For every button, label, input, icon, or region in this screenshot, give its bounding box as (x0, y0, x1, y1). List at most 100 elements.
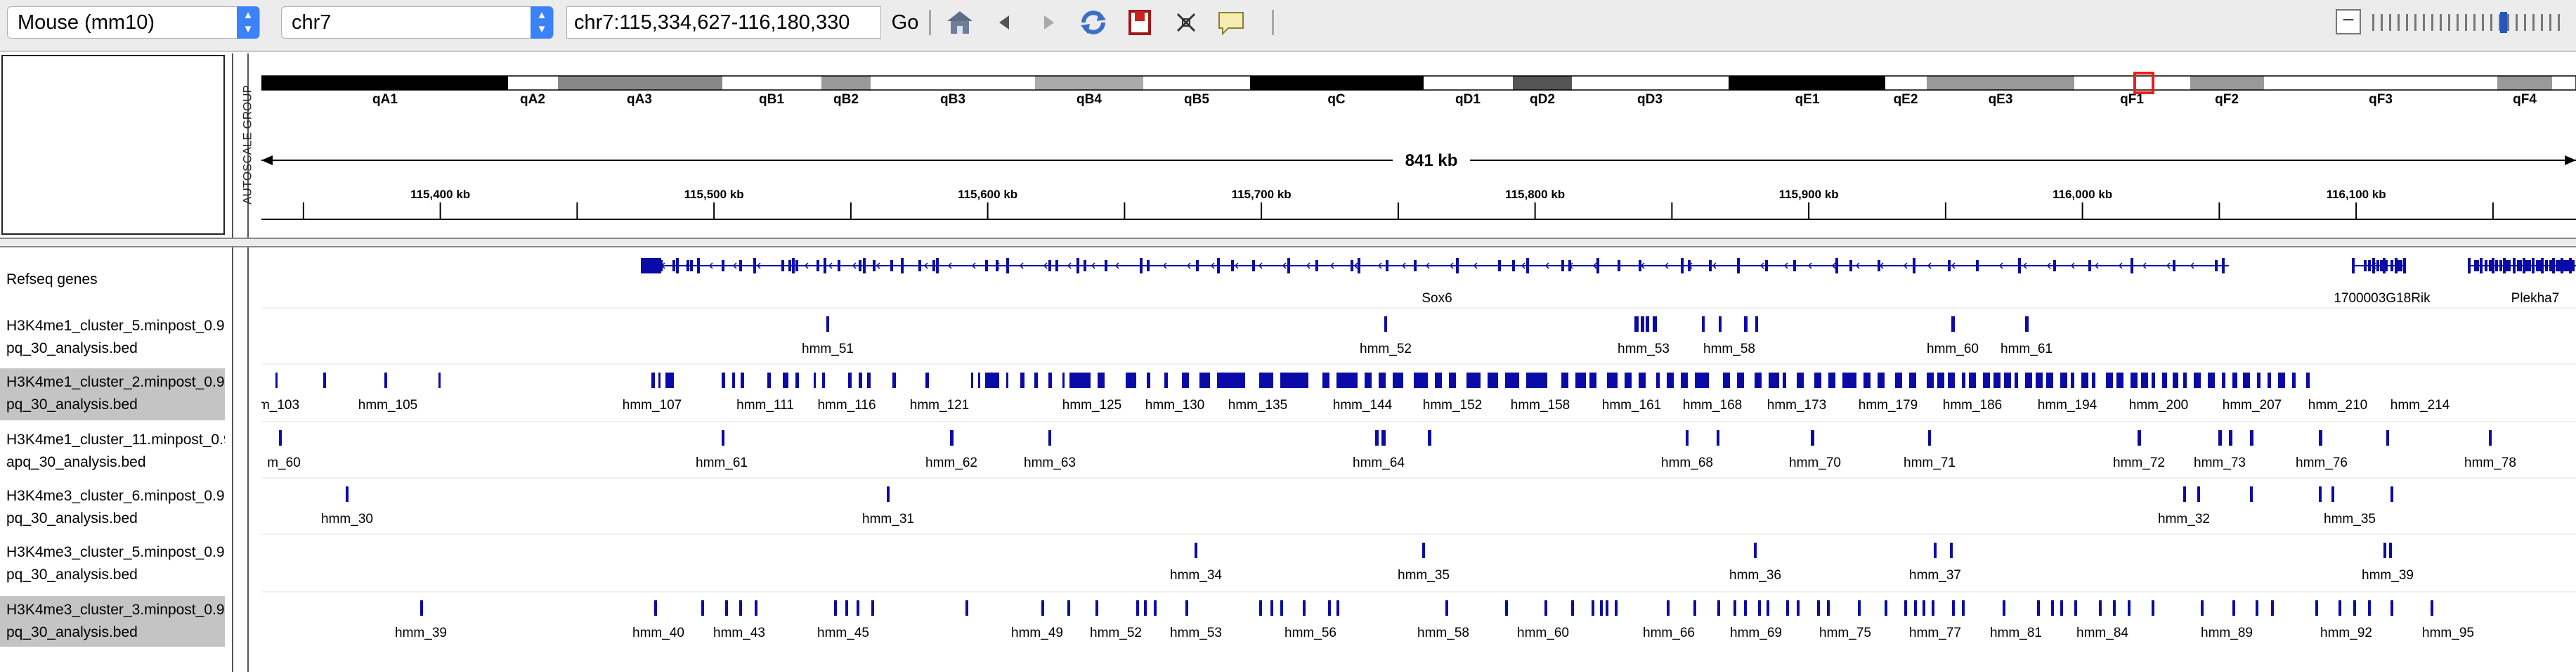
strand-arrow (2094, 262, 2099, 269)
bed-feature (1863, 373, 1871, 388)
track-name-h3k4me1-c2[interactable]: H3K4me1_cluster_2.minpost_0.9 pq_30_analy… (0, 368, 225, 420)
track-name-h3k4me1-c11[interactable]: H3K4me1_cluster_11.minpost_0.9 apq_30_ana… (0, 422, 225, 478)
bed-feature (2218, 430, 2222, 446)
bed-feature (420, 600, 423, 616)
popup-info-icon[interactable] (1216, 7, 1247, 38)
gene-exon (1561, 260, 1564, 271)
ruler-tick-label: 115,800 kb (1505, 188, 1565, 201)
locus-input[interactable]: chr7:115,334,627-116,180,330 (566, 6, 881, 39)
gene-exon (918, 260, 921, 271)
feature-label: hmm_30 (321, 512, 373, 526)
feature-label: hmm_92 (2320, 626, 2372, 640)
track-name-h3k4me3-c3[interactable]: H3K4me3_cluster_3.minpost_0.9 pq_30_analy… (0, 596, 225, 647)
chromosome-value: chr7 (292, 11, 332, 34)
bed-feature (2051, 600, 2054, 616)
gene-exon (2503, 258, 2506, 273)
genome-select[interactable]: Mouse (mm10) ▲ ▼ (7, 6, 260, 39)
feature-label: hmm_34 (1170, 568, 1222, 583)
strand-arrow (1258, 262, 1263, 269)
gene-exon (1526, 258, 1529, 273)
band-label: qD2 (1530, 92, 1555, 107)
track-name-line: H3K4me3_cluster_6.minpost_0.9 (6, 488, 225, 504)
bed-feature (1445, 600, 1448, 616)
track-name-refseq[interactable]: Refseq genes (0, 247, 225, 308)
track-name-panel: Refseq genes H3K4me1_cluster_5.minpost_0.… (0, 247, 225, 672)
bed-feature (1755, 373, 1762, 388)
feature-label: hmm_73 (2194, 455, 2246, 470)
strand-arrow (2046, 262, 2051, 269)
feature-label: hmm_52 (1090, 626, 1142, 640)
zoom-slider[interactable] (2369, 10, 2573, 35)
gene-exon (687, 260, 689, 271)
genome-dropdown-icon[interactable]: ▲ ▼ (237, 6, 259, 39)
track-data-panel[interactable]: Sox6 1700003G18Rik Plekha7 hmm_51 hmm_52 hmm_… (261, 247, 2576, 672)
gene-exon (1765, 260, 1768, 271)
gene-exon (2558, 260, 2561, 271)
feature-label: hmm_58 (1417, 626, 1469, 640)
bed-feature (1435, 373, 1442, 388)
track-name-h3k4me1-c5[interactable]: H3K4me1_cluster_5.minpost_0.9 pq_30_analy… (0, 308, 225, 364)
bed-feature (1693, 600, 1696, 616)
refresh-icon[interactable] (1078, 7, 1109, 38)
feature-label: m_60 (267, 455, 301, 470)
panel-divider[interactable] (0, 238, 2576, 247)
bed-feature (275, 373, 278, 388)
bed-feature (2025, 373, 2032, 388)
chromosome-dropdown-icon[interactable]: ▲ ▼ (531, 6, 553, 39)
ruler[interactable]: 841 kb 115,400 kb 115,500 kb 115,600 kb 115,… (261, 124, 2576, 236)
bed-feature (654, 600, 657, 616)
feature-label: hmm_81 (1990, 626, 2042, 640)
gene-exon (985, 260, 988, 271)
strand-arrow (2166, 262, 2171, 269)
zoom-out-button[interactable]: − (2336, 9, 2361, 34)
go-button[interactable]: Go (891, 11, 919, 34)
track-name-h3k4me3-c5[interactable]: H3K4me3_cluster_5.minpost_0.9 pq_30_analy… (0, 534, 225, 592)
strand-arrow (1521, 262, 1526, 269)
bed-feature (1526, 373, 1547, 388)
bed-feature (1878, 373, 1885, 388)
bed-feature (2319, 430, 2322, 446)
feature-label: m_103 (261, 398, 299, 413)
bed-feature (1414, 373, 1428, 388)
bed-feature (1422, 543, 1425, 558)
strand-arrow (2118, 262, 2123, 269)
bed-feature (384, 373, 387, 388)
bed-feature (2152, 600, 2154, 616)
gene-exon (1076, 258, 1079, 273)
strand-arrow (1114, 262, 1119, 269)
bed-feature (722, 430, 724, 446)
bed-feature (1379, 373, 1386, 388)
gene-exon (1147, 260, 1150, 271)
gene-exon (2215, 260, 2218, 271)
bed-feature (795, 373, 799, 388)
gene-exon (1688, 260, 1691, 271)
bed-feature (2268, 373, 2271, 388)
back-arrow-icon[interactable] (989, 7, 1020, 38)
bed-feature (1505, 373, 1519, 388)
gene-exon (2485, 260, 2487, 271)
gene-exon (2528, 260, 2531, 271)
chromosome-select[interactable]: chr7 ▲ ▼ (281, 6, 554, 39)
region-of-interest-icon[interactable] (1124, 7, 1155, 38)
toolbar-separator (929, 10, 931, 35)
bed-feature (1695, 373, 1709, 388)
zoom-tick (2532, 14, 2535, 31)
bed-feature (1909, 373, 1916, 388)
bed-feature (925, 373, 929, 388)
track-name-line: H3K4me1_cluster_11.minpost_0.9 (6, 432, 225, 448)
gene-exon (2403, 258, 2406, 273)
bed-feature (1962, 600, 1965, 616)
bed-feature (767, 373, 771, 388)
resize-icon[interactable] (1171, 7, 1202, 38)
gene-exon (2385, 260, 2388, 271)
forward-arrow-icon[interactable] (1033, 7, 1064, 38)
ideogram-band (1572, 76, 1729, 90)
home-icon[interactable] (944, 7, 975, 38)
bed-feature (1365, 373, 1372, 388)
gene-exon (2376, 260, 2379, 271)
track-name-h3k4me3-c6[interactable]: H3K4me3_cluster_6.minpost_0.9 pq_30_analy… (0, 478, 225, 534)
feature-label: hmm_72 (2113, 455, 2165, 470)
chromosome-ideogram[interactable]: qA1 qA2 qA3 qB1 qB2 qB3 qB4 qB5 qC qD1 qD2 qD3 qE1 qE… (261, 53, 2576, 122)
span-label: 841 kb (1405, 151, 1458, 170)
span-arrow-left-icon (261, 155, 273, 165)
